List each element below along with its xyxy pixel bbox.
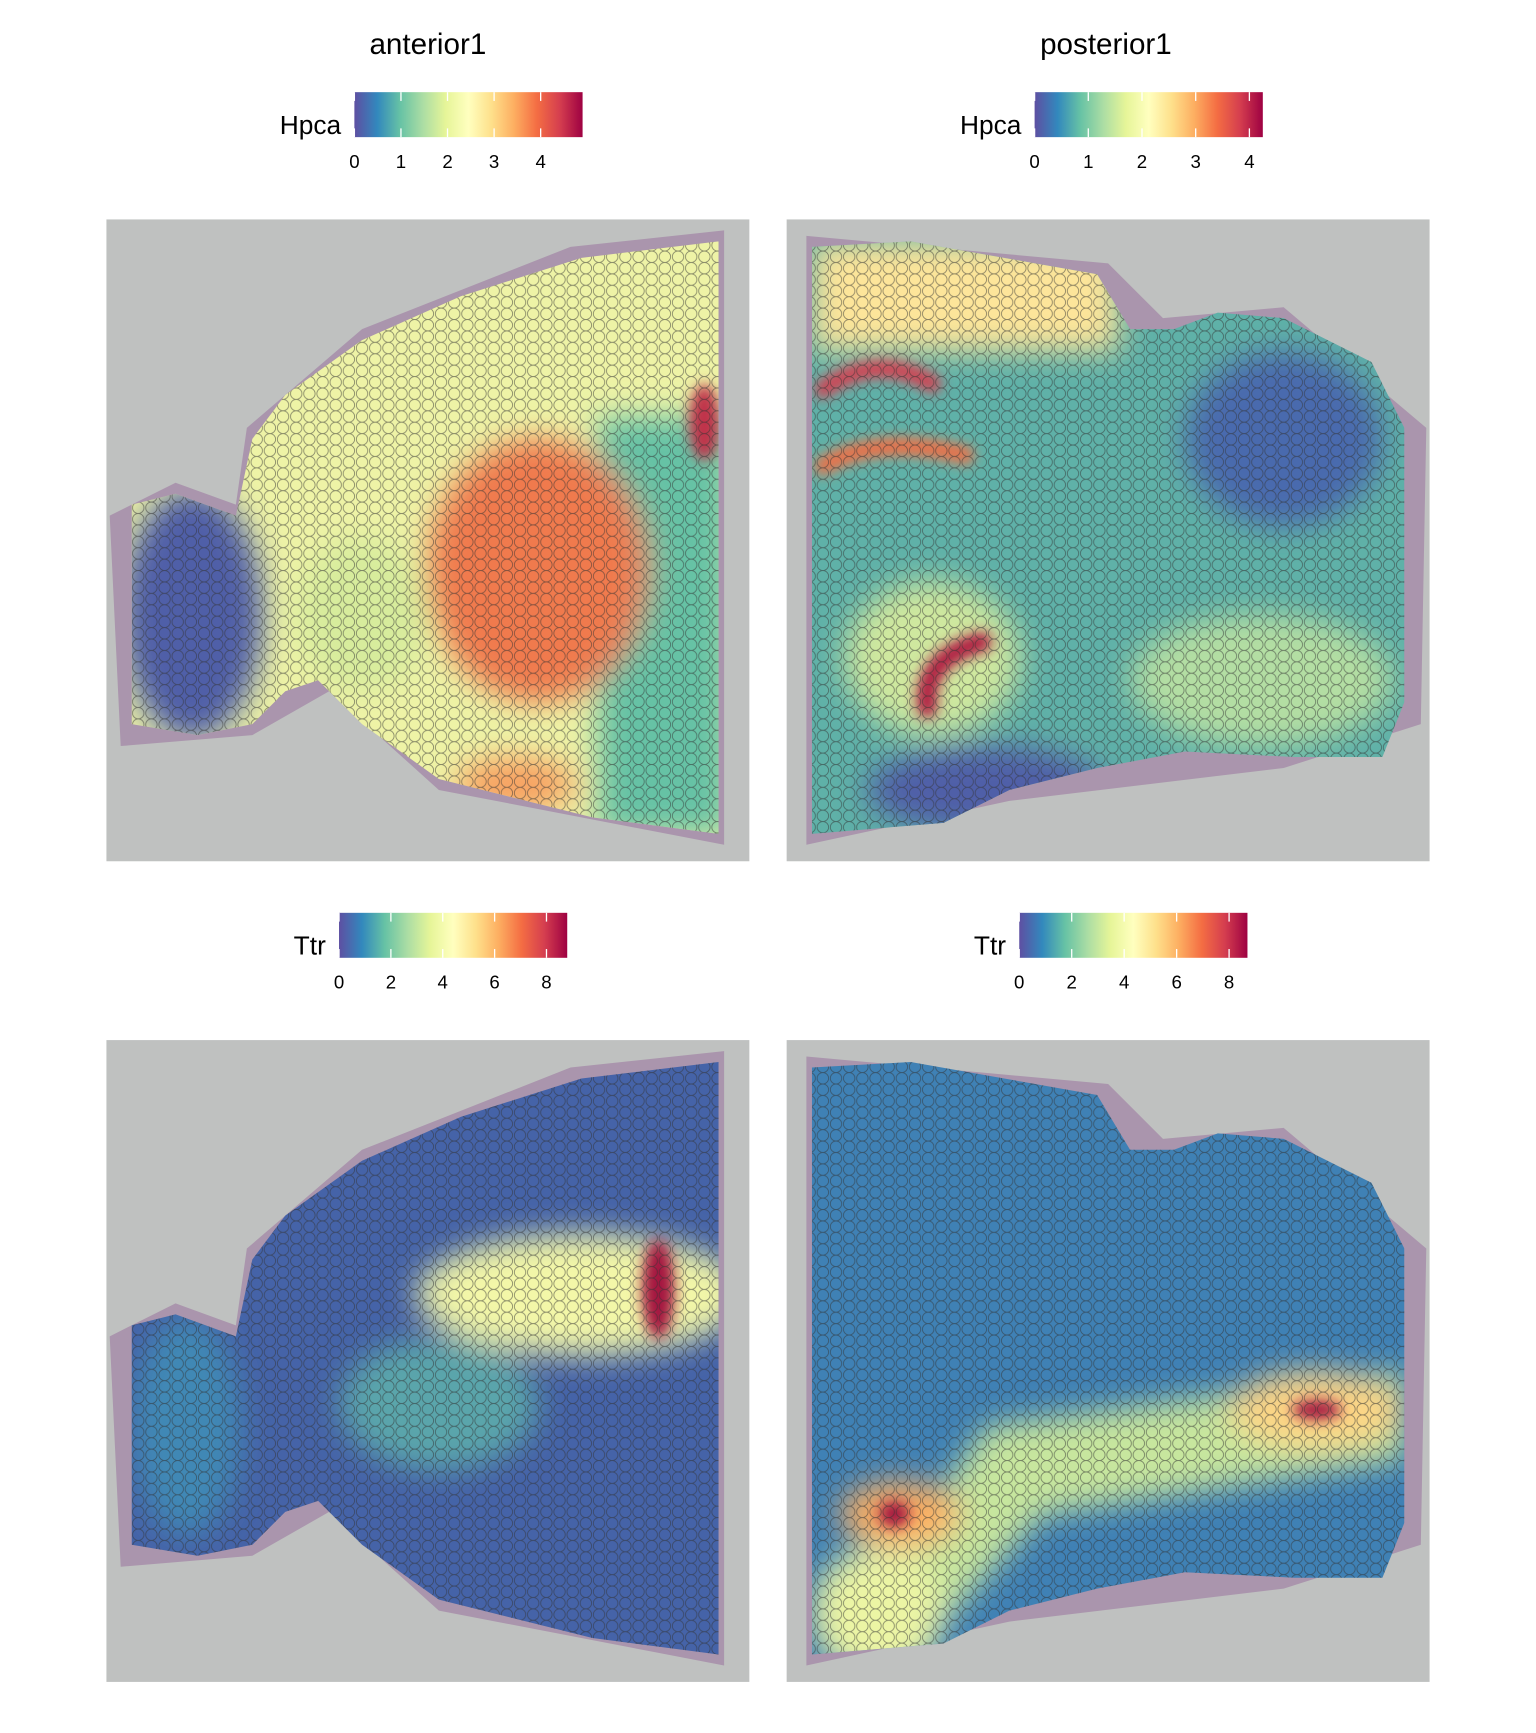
colorbar-tick-label: 8 bbox=[1224, 972, 1234, 993]
colorbar-tick-label: 4 bbox=[1119, 972, 1129, 993]
colorbar-gradient bbox=[354, 92, 583, 138]
colorbar-tick-label: 4 bbox=[1244, 151, 1254, 172]
colorbar: Hpca 0 1 2 3 4 bbox=[280, 92, 583, 172]
colorbar-tick-label: 1 bbox=[1083, 151, 1093, 172]
colorbar-tick-label: 0 bbox=[349, 151, 359, 172]
colorbar-tick-label: 6 bbox=[1171, 972, 1181, 993]
panel-title: posterior1 bbox=[1040, 28, 1172, 61]
spot-map bbox=[811, 241, 1405, 834]
legend-title: Ttr bbox=[974, 931, 1006, 961]
colorbar-tick-label: 2 bbox=[1067, 972, 1077, 993]
colorbar-tick-label: 6 bbox=[489, 972, 499, 993]
colorbar-tick-label: 2 bbox=[1137, 151, 1147, 172]
colorbar-tick-label: 1 bbox=[396, 151, 406, 172]
colorbar-tick-label: 8 bbox=[541, 972, 551, 993]
colorbar-tick-label: 0 bbox=[1014, 972, 1024, 993]
colorbar-gradient bbox=[1034, 92, 1263, 138]
panel-title: anterior1 bbox=[369, 28, 486, 61]
legend-title: Hpca bbox=[960, 110, 1022, 140]
colorbar: Hpca 0 1 2 3 4 bbox=[960, 92, 1263, 172]
legend-title: Ttr bbox=[294, 931, 326, 961]
colorbar-tick-label: 4 bbox=[438, 972, 448, 993]
legend-title: Hpca bbox=[280, 110, 342, 140]
colorbar: Ttr 0 2 4 6 8 bbox=[294, 912, 568, 993]
colorbar-tick-label: 0 bbox=[1029, 151, 1039, 172]
colorbar-gradient bbox=[339, 912, 568, 958]
colorbar: Ttr 0 2 4 6 8 bbox=[974, 912, 1248, 993]
colorbar-tick-label: 2 bbox=[442, 151, 452, 172]
colorbar-gradient bbox=[1019, 912, 1248, 958]
spot-map bbox=[811, 1062, 1405, 1655]
colorbar-tick-label: 3 bbox=[1191, 151, 1201, 172]
colorbar-tick-label: 4 bbox=[535, 151, 545, 172]
colorbar-tick-label: 3 bbox=[489, 151, 499, 172]
colorbar-tick-label: 2 bbox=[386, 972, 396, 993]
colorbar-tick-label: 0 bbox=[334, 972, 344, 993]
